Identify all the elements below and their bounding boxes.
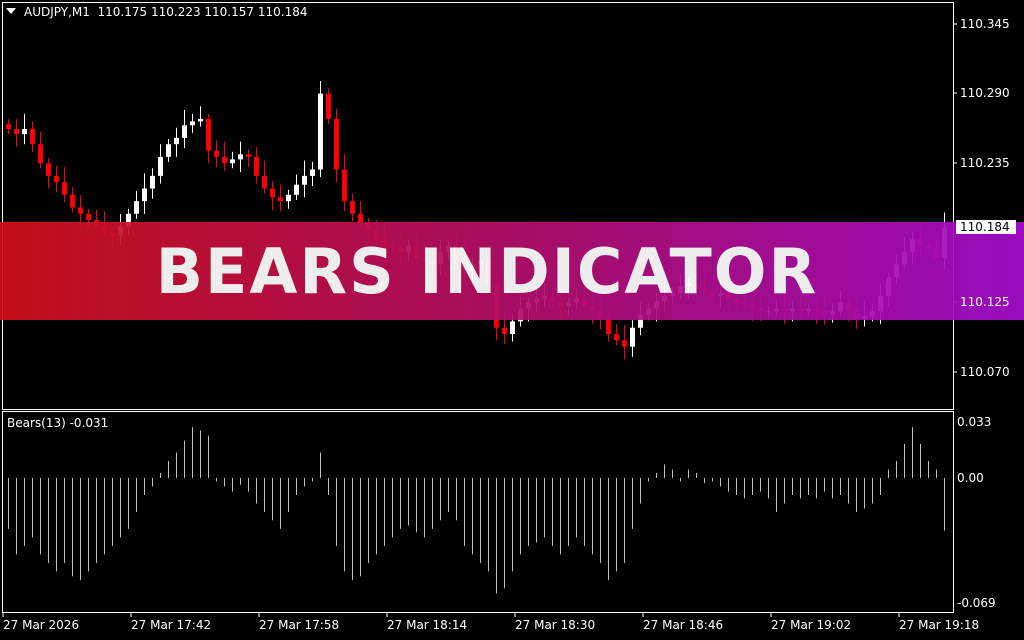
candle-body [254,156,259,176]
indicator-label: 0.033 [957,415,992,429]
time-label: 27 Mar 18:30 [515,618,596,632]
candle-body [294,184,299,195]
candle-body [502,327,507,335]
candle-body [62,182,67,195]
current-price-label: 110.184 [956,220,1016,234]
candle-body [270,188,275,198]
candle-body [70,194,75,208]
time-label: 27 Mar 19:02 [771,618,852,632]
price-chart-area[interactable] [2,2,954,410]
time-label: 27 Mar 2026 [3,618,80,632]
candle-body [334,118,339,170]
time-label: 27 Mar 17:58 [259,618,340,632]
candle-body [238,154,243,160]
symbol-label: AUDJPY,M1 [24,5,90,19]
candle-body [278,197,283,202]
candle-body [358,213,363,223]
candle-body [166,144,171,157]
price-label: 110.070 [960,365,1010,379]
candle-body [286,194,291,202]
price-label: 110.235 [960,156,1010,170]
candle-body [190,121,195,126]
candle-body [246,154,251,157]
title-banner: BEARS INDICATOR [0,222,1024,320]
time-label: 27 Mar 18:14 [387,618,468,632]
price-label: 110.290 [960,86,1010,100]
time-label: 27 Mar 17:42 [131,618,212,632]
candle-body [638,315,643,328]
candle-body [198,118,203,122]
candle-body [150,175,155,189]
indicator-panel[interactable] [2,411,954,613]
candle-body [86,213,91,221]
banner-title: BEARS INDICATOR [155,234,819,308]
candle-body [134,201,139,214]
candle-body [22,129,27,135]
price-label: 110.125 [960,295,1010,309]
candle-body [630,327,635,347]
candle-body [350,201,355,214]
indicator-label: 0.00 [957,471,984,485]
candle-body [510,321,515,335]
candle-body [214,150,219,157]
candle-body [126,213,131,227]
candle-body [182,125,187,138]
candle-body [302,175,307,185]
candle-body [142,188,147,202]
candle-body [174,137,179,145]
indicator-label: -0.069 [957,596,996,610]
candle-body [6,123,11,130]
indicator-title: Bears(13) -0.031 [7,416,109,430]
candle-body [38,144,43,164]
candle-body [310,169,315,176]
candle-body [30,129,35,145]
price-label: 110.345 [960,17,1010,31]
candle-body [318,93,323,170]
candle-body [206,118,211,151]
candle-body [222,156,227,164]
chart-header: AUDJPY,M1 110.175 110.223 110.157 110.18… [6,5,307,19]
candle-body [230,159,235,164]
time-label: 27 Mar 19:18 [899,618,980,632]
candle-body [262,175,267,189]
candle-body [78,207,83,214]
candle-body [14,129,19,135]
candle-body [326,93,331,119]
candle-body [622,340,627,347]
candle-body [614,334,619,341]
candle-body [342,169,347,202]
ohlc-label: 110.175 110.223 110.157 110.184 [97,5,308,19]
candle-body [46,163,51,176]
candle-body [606,318,611,335]
candle-body [158,156,163,176]
time-label: 27 Mar 18:46 [643,618,724,632]
candle-body [54,175,59,183]
triangle-down-icon[interactable] [6,8,16,14]
